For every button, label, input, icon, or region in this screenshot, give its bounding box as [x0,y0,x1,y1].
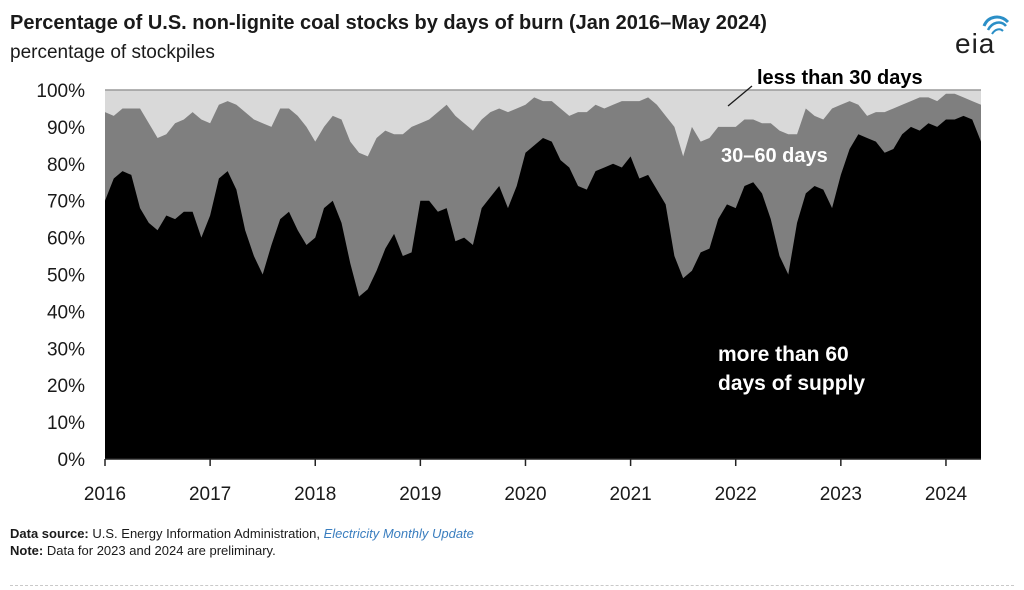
annotation-leader-line [727,85,753,107]
chart-subtitle: percentage of stockpiles [10,42,215,63]
y-tick-label: 50% [47,266,85,287]
y-tick-label: 70% [47,192,85,213]
x-tick-label: 2021 [609,484,651,505]
source-link[interactable]: Electricity Monthly Update [323,526,474,541]
y-tick-label: 0% [58,450,86,471]
note-text: Data for 2023 and 2024 are preliminary. [46,543,276,558]
source-text: U.S. Energy Information Administration, [92,526,320,541]
x-tick-label: 2017 [189,484,231,505]
annotation-30-60: 30–60 days [721,145,828,167]
eia-logo-text: eia [955,28,996,59]
y-tick-label: 80% [47,155,85,176]
x-tick-label: 2019 [399,484,441,505]
chart-title: Percentage of U.S. non-lignite coal stoc… [10,12,767,34]
footer-divider [10,585,1014,586]
data-note: Note: Data for 2023 and 2024 are prelimi… [10,543,276,558]
data-source: Data source: U.S. Energy Information Adm… [10,526,474,541]
note-label: Note: [10,543,44,558]
annotation-less-than-30: less than 30 days [757,67,923,89]
eia-logo-icon [982,15,1010,35]
x-tick-label: 2023 [820,484,862,505]
x-tick-label: 2024 [925,484,968,505]
y-tick-label: 30% [47,339,85,360]
stacked-area-chart: 0% 10% 20% 30% 40% 50% 60% 70% 80% 90% 100% 2016 201… [36,67,981,505]
annotation-more-than-60-line2: days of supply [718,372,865,395]
x-tick-label: 2018 [294,484,336,505]
y-tick-label: 60% [47,229,85,250]
source-label: Data source: [10,526,89,541]
area-series-more-than-60-days-of-supply [105,115,981,459]
y-tick-label: 100% [36,81,85,102]
y-tick-label: 10% [47,413,85,434]
y-tick-label: 40% [47,302,85,323]
x-tick-label: 2016 [84,484,126,505]
x-tick-label: 2022 [715,484,757,505]
y-tick-label: 20% [47,376,85,397]
y-tick-label: 90% [47,118,85,139]
x-tick-label: 2020 [504,484,546,505]
annotation-more-than-60-line1: more than 60 [718,343,849,366]
